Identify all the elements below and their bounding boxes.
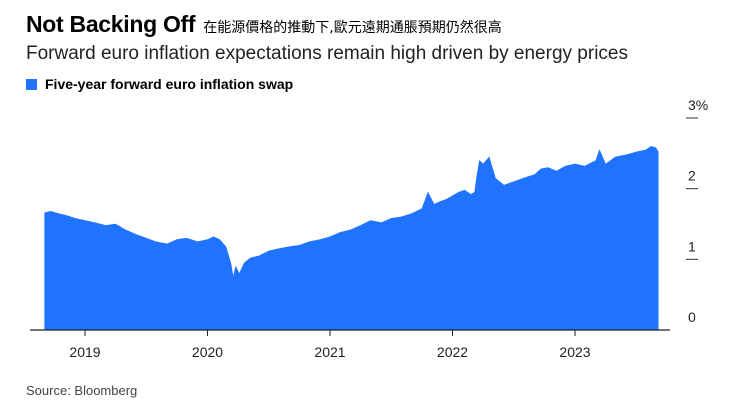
x-tick-label-4: 2023 [559,344,590,360]
y-tick-label-3: 3% [688,97,708,113]
title-row: Not Backing Off 在能源價格的推動下,歐元遠期通脹預期仍然很高 [26,11,502,38]
chart-subtitle: Forward euro inflation expectations rema… [26,43,628,64]
y-tick-label-1: 1 [688,238,696,254]
y-tick-label-0: 0 [688,309,696,325]
x-tick-label-3: 2022 [437,344,468,360]
x-tick-label-1: 2020 [192,344,223,360]
series-area-0 [44,146,659,331]
legend-swatch [26,78,37,90]
source-note: Source: Bloomberg [26,383,138,398]
x-tick-label-0: 2019 [69,344,100,360]
legend: Five-year forward euro inflation swap [26,76,293,92]
chart-subtitle-chinese: 在能源價格的推動下,歐元遠期通脹預期仍然很高 [203,20,502,36]
y-tick-label-2: 2 [688,168,696,184]
legend-label: Five-year forward euro inflation swap [45,76,294,92]
x-tick-label-2: 2021 [314,344,345,360]
chart-title: Not Backing Off [26,11,196,37]
